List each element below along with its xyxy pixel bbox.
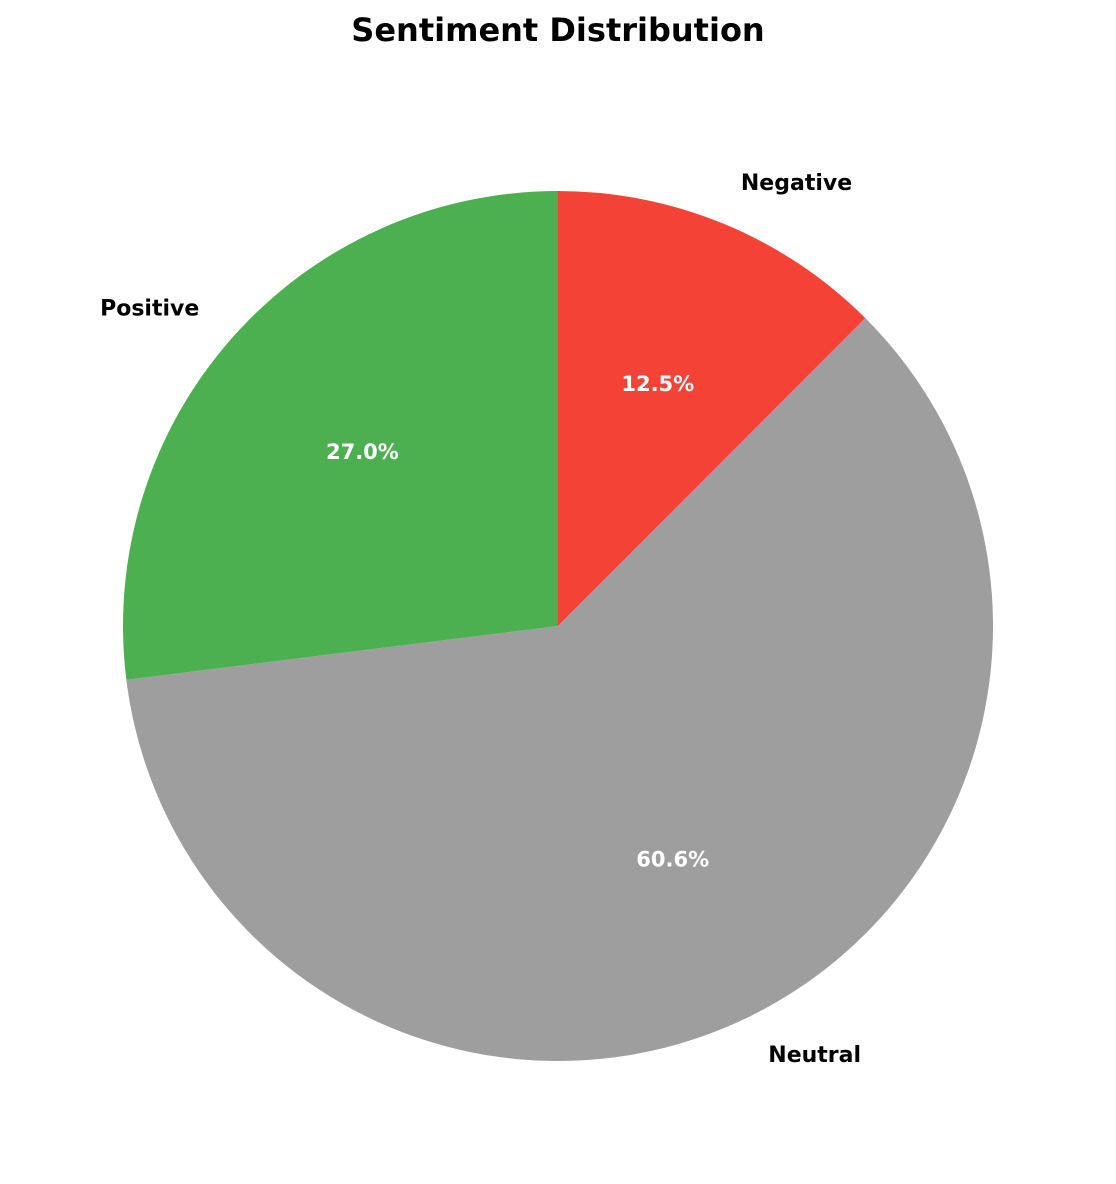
slice-label-positive: Positive [100,296,199,321]
slice-percent-negative: 12.5% [621,372,694,396]
slice-label-neutral: Neutral [768,1043,861,1068]
pie-slices [123,191,994,1062]
pie-slice-neutral [126,318,994,1062]
pie-slice-negative [558,191,866,626]
slice-label-negative: Negative [741,171,852,196]
pie-slice-positive [123,191,558,680]
pie-labels: Negative 12.5% Neutral 60.6% Positive 27.0% [100,171,861,1068]
chart-title: Sentiment Distribution [351,11,764,49]
slice-percent-neutral: 60.6% [636,847,709,871]
slice-percent-positive: 27.0% [326,440,399,464]
